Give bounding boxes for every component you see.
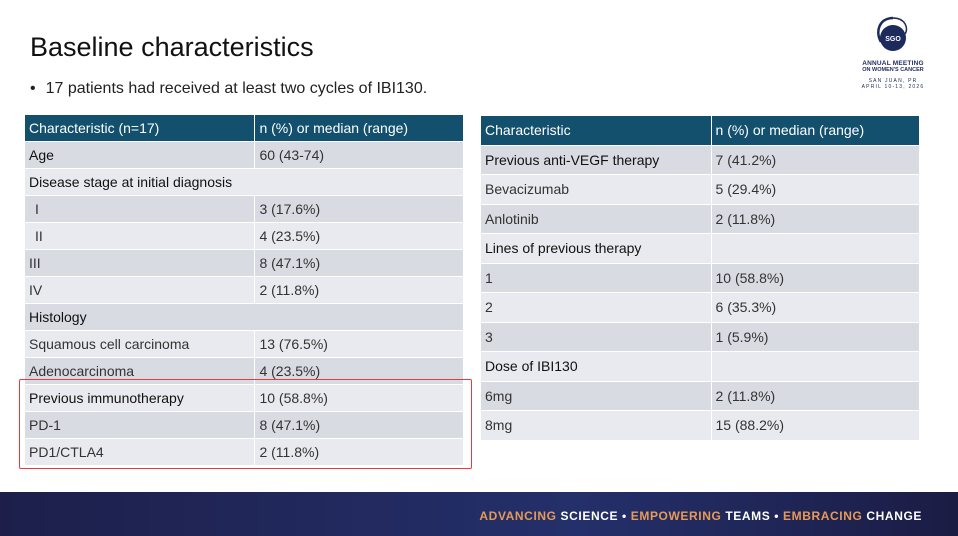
table-row: III 8 (47.1%) bbox=[23, 249, 464, 277]
footer-banner: ADVANCING SCIENCE • EMPOWERING TEAMS • E… bbox=[0, 492, 958, 536]
row-value: 6 (35.3%) bbox=[710, 292, 921, 323]
tagline-word: SCIENCE • bbox=[560, 509, 627, 523]
row-value: 2 (11.8%) bbox=[254, 438, 464, 466]
table-row: Adenocarcinoma 4 (23.5%) bbox=[23, 357, 464, 385]
tagline-word: ADVANCING bbox=[479, 509, 557, 523]
table-row: 6mg 2 (11.8%) bbox=[480, 380, 921, 411]
sgo-emblem-icon: SGO bbox=[877, 16, 908, 51]
immunotherapy-highlight-box bbox=[19, 379, 472, 469]
logo-line-2: ON WOMEN'S CANCER bbox=[862, 67, 924, 73]
row-label: Previous anti-VEGF therapy bbox=[480, 144, 712, 175]
table-row: PD-1 8 (47.1%) bbox=[23, 411, 464, 439]
tagline-word: EMBRACING bbox=[783, 509, 863, 523]
row-value: 13 (76.5%) bbox=[254, 330, 464, 358]
row-value: 3 (17.6%) bbox=[254, 195, 464, 223]
row-label: PD-1 bbox=[23, 411, 256, 439]
bullet-point: • 17 patients had received at least two c… bbox=[30, 80, 427, 98]
bullet-icon: • bbox=[30, 80, 36, 97]
table-row: Previous immunotherapy 10 (58.8%) bbox=[23, 384, 464, 412]
row-label: I bbox=[23, 195, 256, 223]
row-label: Previous immunotherapy bbox=[23, 384, 256, 412]
row-label: Adenocarcinoma bbox=[23, 357, 256, 385]
row-value: 2 (11.8%) bbox=[254, 276, 464, 304]
row-label: Anlotinib bbox=[480, 203, 712, 234]
row-label: Histology bbox=[24, 303, 464, 331]
row-label: 1 bbox=[480, 262, 712, 293]
row-value: 2 (11.8%) bbox=[710, 203, 921, 234]
row-label: III bbox=[23, 249, 256, 277]
row-label: Disease stage at initial diagnosis bbox=[24, 168, 464, 196]
table-header-row: Characteristic n (%) or median (range) bbox=[480, 115, 921, 146]
row-label: 2 bbox=[480, 292, 712, 323]
tagline-word: CHANGE bbox=[866, 509, 922, 523]
row-value bbox=[710, 233, 921, 264]
baseline-table-left: Characteristic (n=17) n (%) or median (r… bbox=[23, 114, 464, 466]
row-label: Dose of IBI130 bbox=[480, 351, 712, 382]
sgo-logo: SGO ANNUAL MEETING ON WOMEN'S CANCER SAN… bbox=[848, 14, 938, 104]
table-row: 8mg 15 (88.2%) bbox=[480, 410, 921, 441]
column-header: Characteristic (n=17) bbox=[23, 114, 256, 142]
row-value: 1 (5.9%) bbox=[710, 321, 921, 352]
row-value: 4 (23.5%) bbox=[254, 357, 464, 385]
row-label: Lines of previous therapy bbox=[480, 233, 712, 264]
row-label: II bbox=[23, 222, 256, 250]
table-row: Squamous cell carcinoma 13 (76.5%) bbox=[23, 330, 464, 358]
row-label: Squamous cell carcinoma bbox=[23, 330, 256, 358]
column-header: n (%) or median (range) bbox=[710, 115, 921, 146]
footer-tagline: ADVANCING SCIENCE • EMPOWERING TEAMS • E… bbox=[479, 509, 922, 523]
slide-title: Baseline characteristics bbox=[30, 32, 314, 62]
row-label: 6mg bbox=[480, 380, 712, 411]
row-value: 15 (88.2%) bbox=[710, 410, 921, 441]
row-value: 2 (11.8%) bbox=[710, 380, 921, 411]
tagline-word: TEAMS • bbox=[725, 509, 780, 523]
table-row: II 4 (23.5%) bbox=[23, 222, 464, 250]
table-row: PD1/CTLA4 2 (11.8%) bbox=[23, 438, 464, 466]
row-label: 8mg bbox=[480, 410, 712, 441]
row-label: PD1/CTLA4 bbox=[23, 438, 256, 466]
logo-line-1: ANNUAL MEETING bbox=[862, 60, 924, 67]
table-row: Dose of IBI130 bbox=[480, 351, 921, 382]
bullet-text: 17 patients had received at least two cy… bbox=[45, 80, 428, 97]
table-row: IV 2 (11.8%) bbox=[23, 276, 464, 304]
row-label: IV bbox=[23, 276, 256, 304]
row-value: 10 (58.8%) bbox=[254, 384, 464, 412]
row-value: 4 (23.5%) bbox=[254, 222, 464, 250]
row-value: 7 (41.2%) bbox=[710, 144, 921, 175]
table-header-row: Characteristic (n=17) n (%) or median (r… bbox=[23, 114, 464, 142]
row-value: 60 (43-74) bbox=[254, 141, 464, 169]
table-row: 1 10 (58.8%) bbox=[480, 262, 921, 293]
table-row: Anlotinib 2 (11.8%) bbox=[480, 203, 921, 234]
column-header: Characteristic bbox=[480, 115, 712, 146]
row-label: Bevacizumab bbox=[480, 174, 712, 205]
table-row: Previous anti-VEGF therapy 7 (41.2%) bbox=[480, 144, 921, 175]
baseline-table-right: Characteristic n (%) or median (range) P… bbox=[480, 115, 921, 441]
table-row: Age 60 (43-74) bbox=[23, 141, 464, 169]
table-row: Bevacizumab 5 (29.4%) bbox=[480, 174, 921, 205]
row-value: 5 (29.4%) bbox=[710, 174, 921, 205]
row-value bbox=[710, 351, 921, 382]
row-label: 3 bbox=[480, 321, 712, 352]
row-value: 10 (58.8%) bbox=[710, 262, 921, 293]
table-row: Histology bbox=[24, 303, 464, 331]
tagline-word: EMPOWERING bbox=[630, 509, 722, 523]
logo-emblem-text: SGO bbox=[885, 36, 901, 43]
table-row: Lines of previous therapy bbox=[480, 233, 921, 264]
table-row: Disease stage at initial diagnosis bbox=[24, 168, 464, 196]
logo-line-4: APRIL 10-13, 2026 bbox=[861, 84, 925, 90]
row-label: Age bbox=[23, 141, 256, 169]
row-value: 8 (47.1%) bbox=[254, 249, 464, 277]
logo-line-3: SAN JUAN, PR bbox=[868, 78, 918, 84]
column-header: n (%) or median (range) bbox=[254, 114, 464, 142]
